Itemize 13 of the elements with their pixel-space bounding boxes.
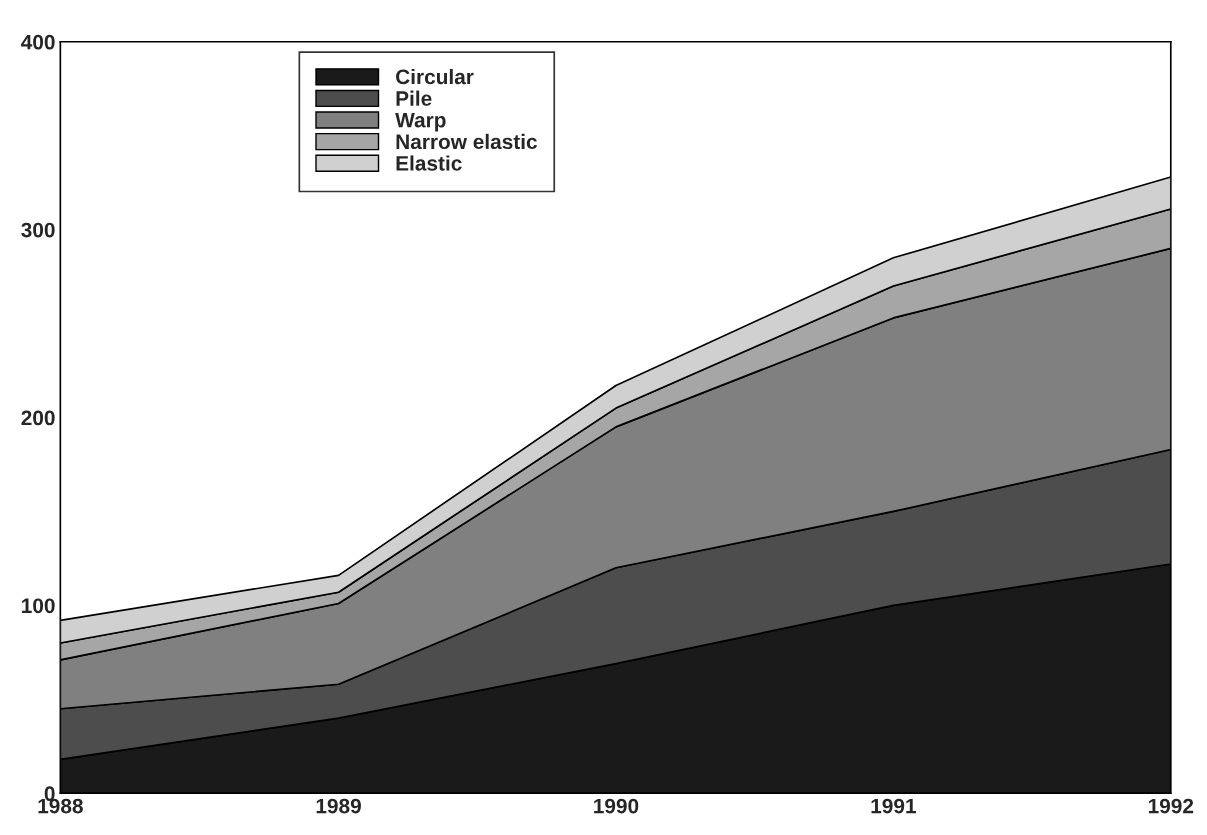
y-tick-label: 100	[22, 598, 55, 614]
legend-label: Circular	[396, 68, 474, 85]
legend-label: Warp	[395, 112, 446, 132]
y-tick-label: 300	[21, 222, 55, 238]
legend-label: Narrow elastic	[396, 133, 537, 150]
x-tick-label: 1989	[316, 798, 361, 814]
legend-label: Elastic	[396, 155, 462, 171]
y-tick-label: 400	[21, 34, 55, 50]
y-tick-label: 200	[21, 410, 55, 426]
x-tick-label: 1992	[1148, 798, 1194, 814]
x-tick-label: 1990	[594, 798, 639, 814]
legend-label: Pile	[396, 90, 432, 106]
x-tick-label: 1991	[871, 798, 916, 814]
